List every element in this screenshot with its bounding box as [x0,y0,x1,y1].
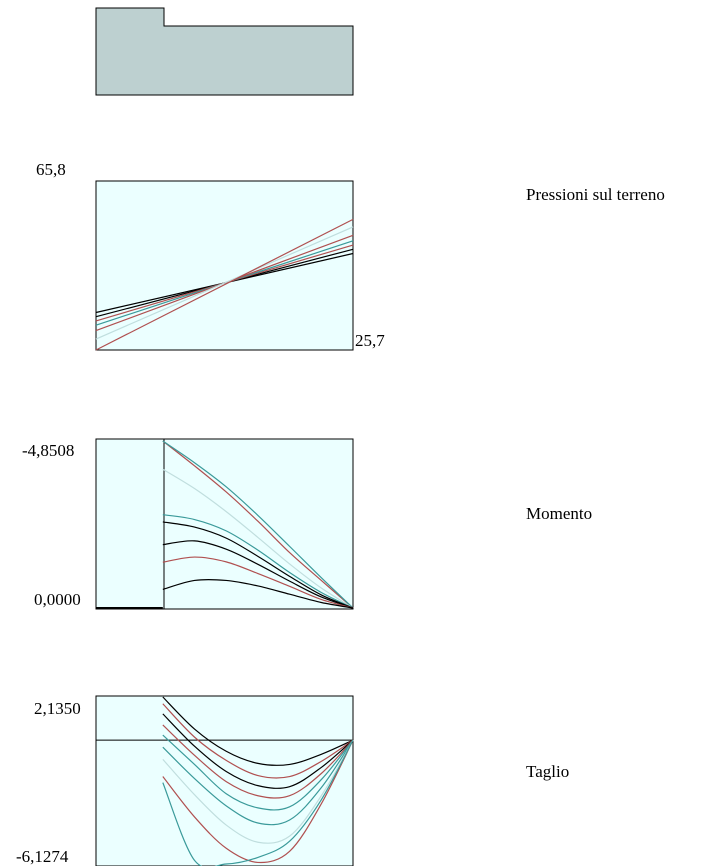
taglio-series-group [96,696,354,866]
taglio-series-line-7 [162,739,354,844]
momento-series-line-6 [162,540,354,609]
pressioni-series-line-6 [95,226,354,340]
taglio-max-label: 2,1350 [34,699,81,718]
momento-series-line-8 [162,578,354,609]
pressioni-title: Pressioni sul terreno [526,185,665,204]
taglio-panel: 2,1350 -6,1274 Taglio [16,695,569,866]
footing-section [95,7,354,96]
momento-min-label: 0,0000 [34,590,81,609]
taglio-min-label: -6,1274 [16,847,69,866]
momento-series-group [96,440,354,609]
pressioni-max-label: 65,8 [36,160,66,179]
taglio-series-line-8 [162,739,354,864]
momento-title: Momento [526,504,592,523]
momento-series-line-4 [162,514,354,609]
taglio-series-line-6 [162,739,354,826]
pressioni-plot-area [95,180,354,351]
momento-series-line-3 [162,468,354,609]
pressioni-series-line-7 [95,218,354,351]
taglio-series-line-1 [162,696,354,766]
pressioni-series-group [95,218,354,351]
taglio-series-line-9 [162,739,354,866]
taglio-series-line-2 [162,703,354,779]
momento-series-line-2 [162,440,354,609]
momento-panel: -4,8508 0,0000 Momento [22,438,592,610]
pressioni-min-label: 25,7 [355,331,385,350]
taglio-title: Taglio [526,762,569,781]
taglio-series-line-3 [162,713,354,789]
momento-series-line-1 [162,440,354,609]
momento-series-line-7 [162,556,354,609]
pressioni-panel: 65,8 25,7 Pressioni sul terreno [36,160,665,351]
momento-max-label: -4,8508 [22,441,74,460]
taglio-series-line-4 [162,724,354,799]
momento-series-line-5 [162,521,354,609]
taglio-series-line-5 [162,734,354,811]
